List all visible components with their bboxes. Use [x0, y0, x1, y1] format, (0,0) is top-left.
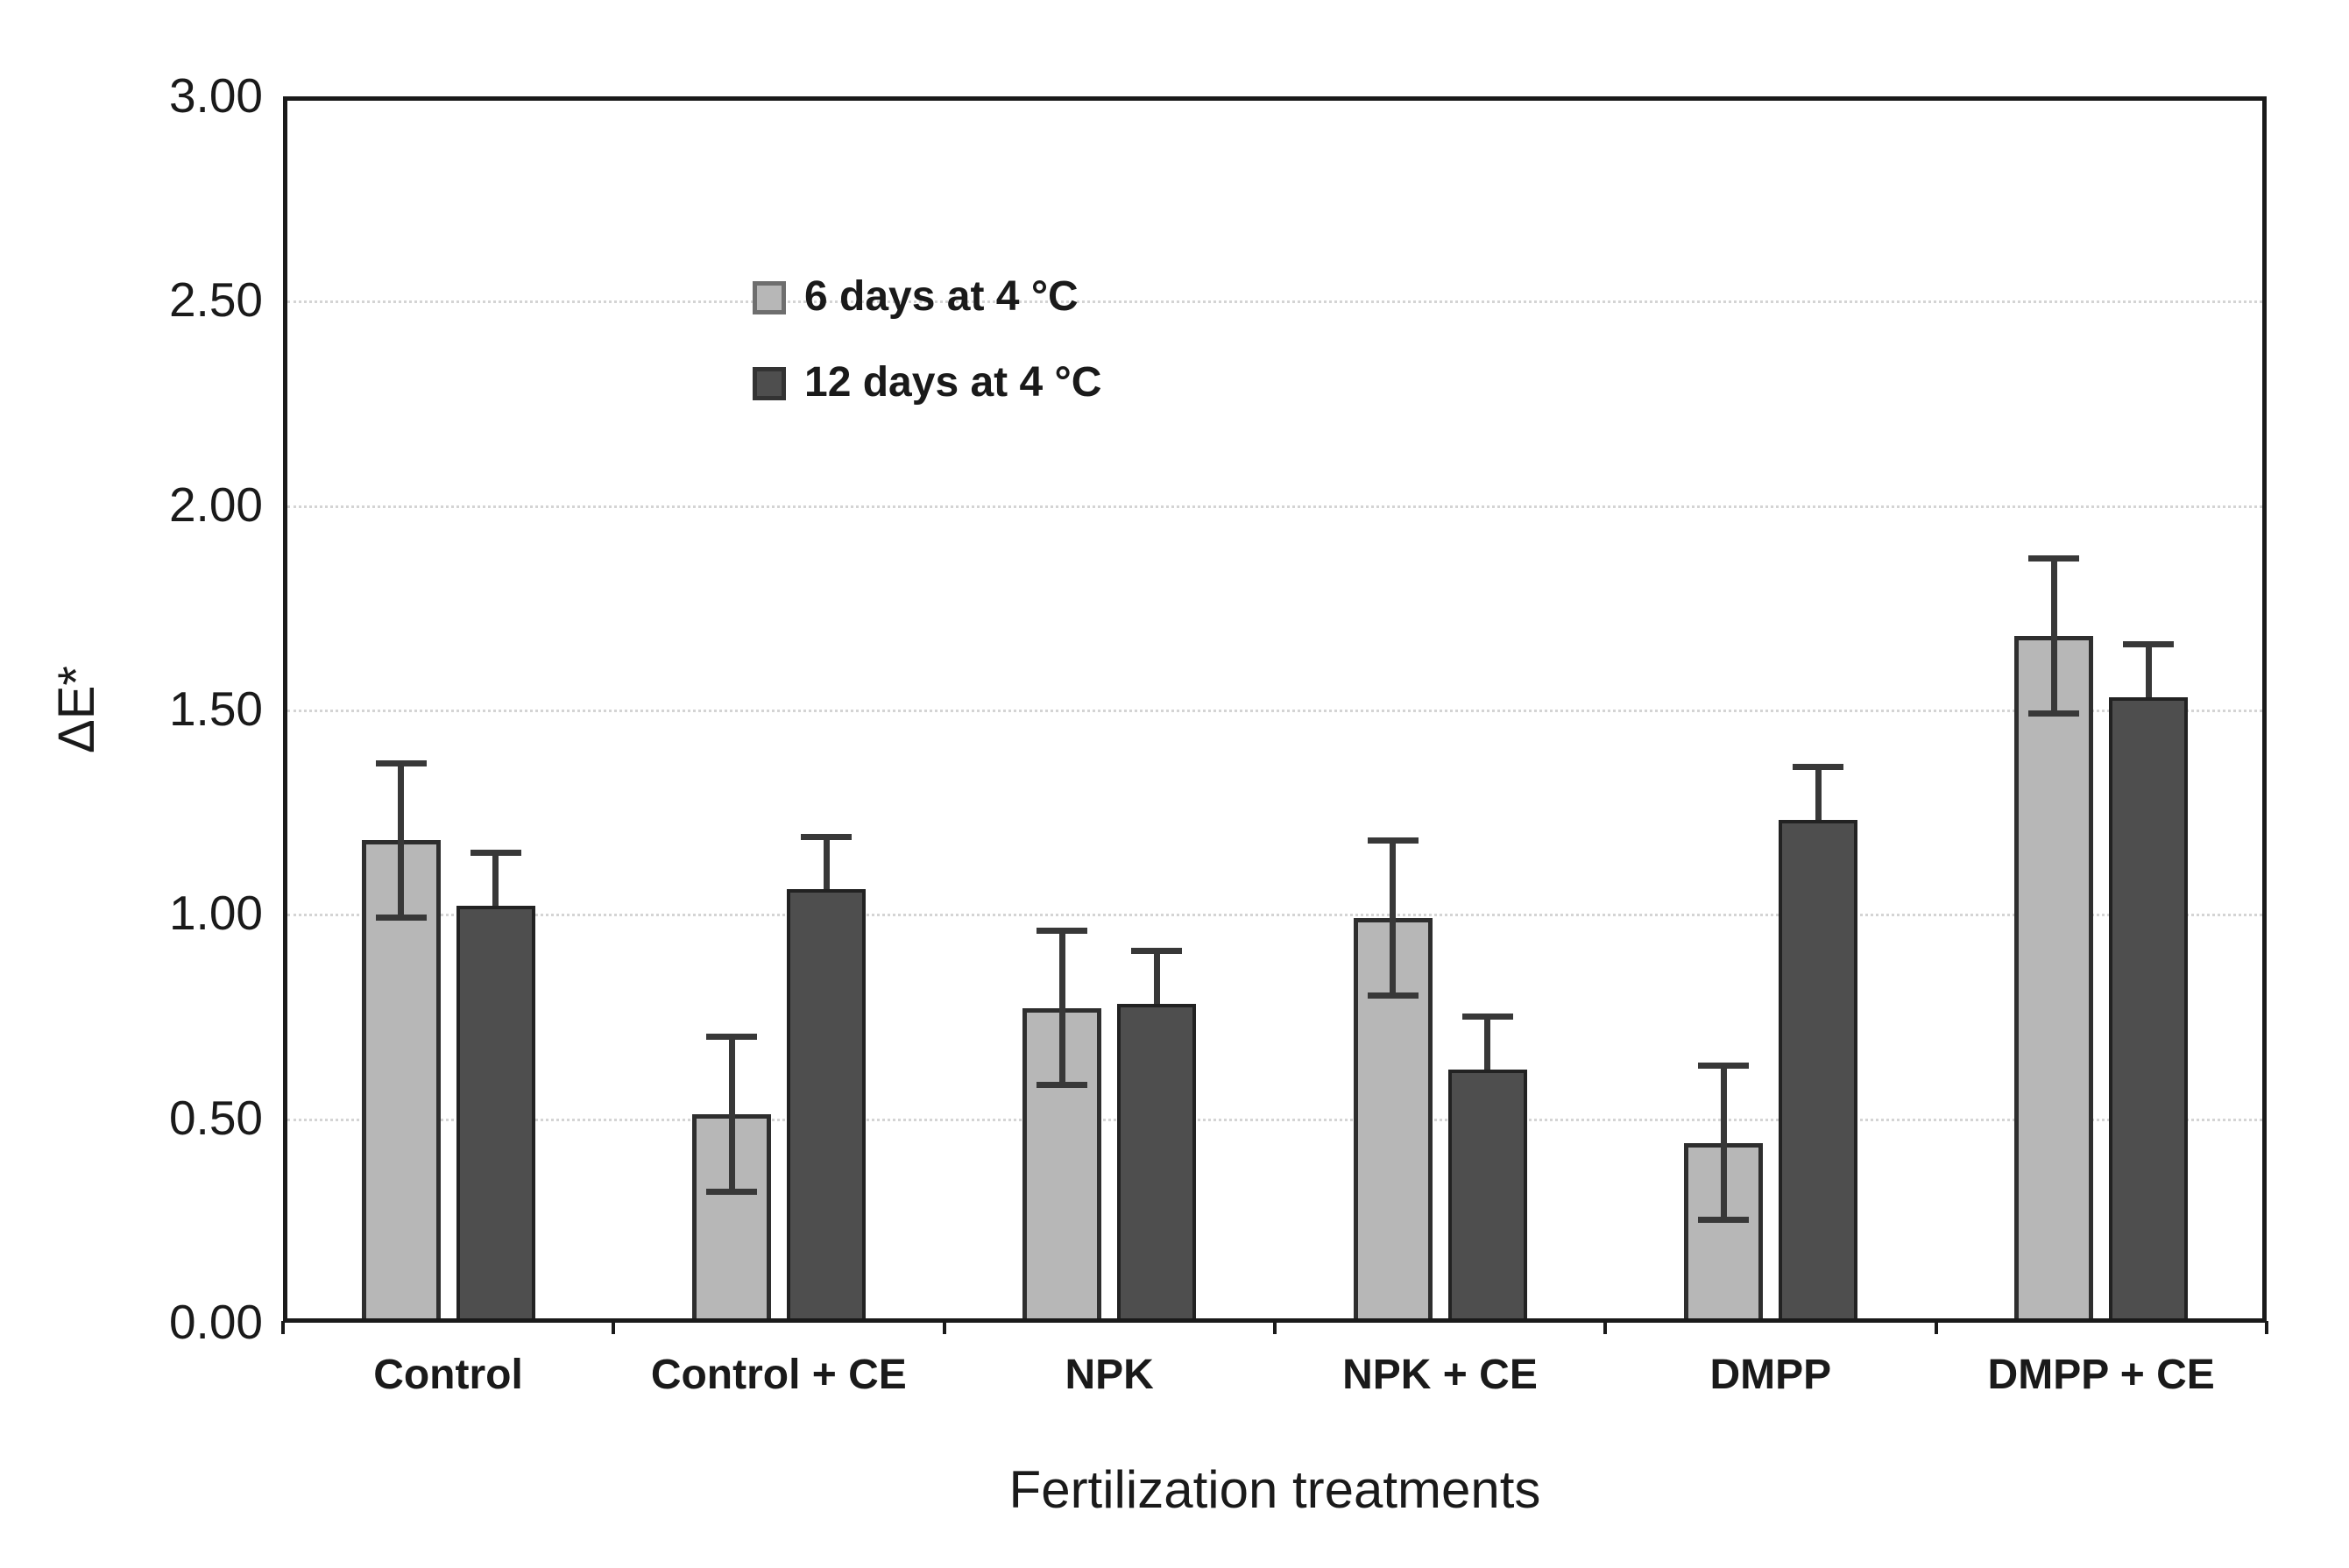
error-bar-cap-top — [2028, 555, 2080, 562]
y-tick-label: 1.50 — [168, 682, 263, 736]
error-bar-cap-top — [1793, 764, 1843, 771]
x-axis-tick — [1603, 1321, 1608, 1334]
y-tick-label: 0.00 — [168, 1295, 263, 1349]
error-bar-line — [492, 852, 499, 906]
x-axis-tick — [1934, 1321, 1938, 1334]
y-tick-label: 2.50 — [168, 272, 263, 328]
y-tick-label: 1.00 — [168, 886, 263, 941]
bar-light — [361, 840, 441, 1318]
gridline — [287, 505, 2262, 508]
error-bar-cap-top — [1131, 948, 1183, 955]
bar-dark — [1779, 820, 1857, 1318]
bar-dark — [1447, 1069, 1527, 1318]
legend-swatch-dark — [753, 367, 786, 400]
legend-swatch-light — [753, 281, 786, 314]
error-bar-line — [1390, 840, 1397, 996]
error-bar-cap-top — [1037, 928, 1088, 934]
y-tick-label: 2.00 — [168, 477, 263, 532]
x-axis-tick — [942, 1321, 946, 1334]
bar-dark — [1117, 1004, 1197, 1318]
error-bar-line — [1058, 930, 1065, 1086]
x-axis-tick — [1273, 1321, 1277, 1334]
plot-area: 6 days at 4 °C 12 days at 4 °C — [283, 96, 2267, 1323]
gridline — [287, 300, 2262, 304]
error-bar-cap-top — [2123, 641, 2175, 648]
error-bar-cap-top — [470, 850, 521, 857]
x-category-label: NPK + CE — [1342, 1352, 1538, 1398]
error-bar-line — [823, 836, 830, 890]
gridline — [287, 710, 2262, 712]
error-bar-cap-top — [1367, 837, 1419, 844]
error-bar-cap-bottom — [1698, 1217, 1749, 1224]
error-bar-line — [1815, 766, 1822, 820]
x-axis-title: Fertilization treatments — [1008, 1460, 1541, 1519]
y-tick-label: 0.50 — [168, 1090, 263, 1145]
error-bar-line — [1153, 950, 1160, 1004]
error-bar-cap-bottom — [375, 915, 427, 921]
error-bar-line — [1484, 1016, 1491, 1070]
error-bar-cap-top — [1698, 1063, 1749, 1069]
bar-light — [1684, 1142, 1763, 1318]
error-bar-cap-bottom — [2028, 710, 2080, 717]
gridline — [287, 914, 2262, 917]
error-bar-cap-top — [706, 1034, 757, 1041]
error-bar-cap-top — [375, 759, 427, 766]
bar-light — [2014, 636, 2094, 1318]
x-category-label: DMPP — [1709, 1352, 1832, 1398]
error-bar-line — [1720, 1065, 1727, 1221]
x-category-label: NPK — [1065, 1352, 1154, 1398]
error-bar-line — [2145, 644, 2152, 697]
error-bar-line — [728, 1036, 735, 1192]
error-bar-cap-bottom — [706, 1188, 757, 1195]
bar-dark — [456, 906, 535, 1318]
error-bar-cap-top — [1461, 1014, 1513, 1020]
x-axis-tick — [612, 1321, 616, 1334]
error-bar-cap-top — [801, 833, 852, 840]
x-axis-tick — [2265, 1321, 2268, 1334]
error-bar-cap-bottom — [1037, 1082, 1088, 1089]
x-axis-tick — [281, 1321, 285, 1334]
legend-label: 12 days at 4 °C — [804, 359, 1102, 406]
error-bar-cap-bottom — [1367, 992, 1419, 999]
bar-dark — [787, 889, 866, 1318]
x-category-label: Control + CE — [650, 1352, 907, 1398]
gridline — [287, 1118, 2262, 1121]
error-bar-line — [2050, 558, 2057, 714]
legend-label: 6 days at 4 °C — [804, 273, 1079, 320]
x-category-label: Control — [373, 1352, 523, 1398]
error-bar-line — [398, 762, 405, 918]
y-tick-label: 3.00 — [168, 68, 263, 123]
x-category-label: DMPP + CE — [1987, 1352, 2215, 1398]
bar-dark — [2109, 697, 2189, 1318]
